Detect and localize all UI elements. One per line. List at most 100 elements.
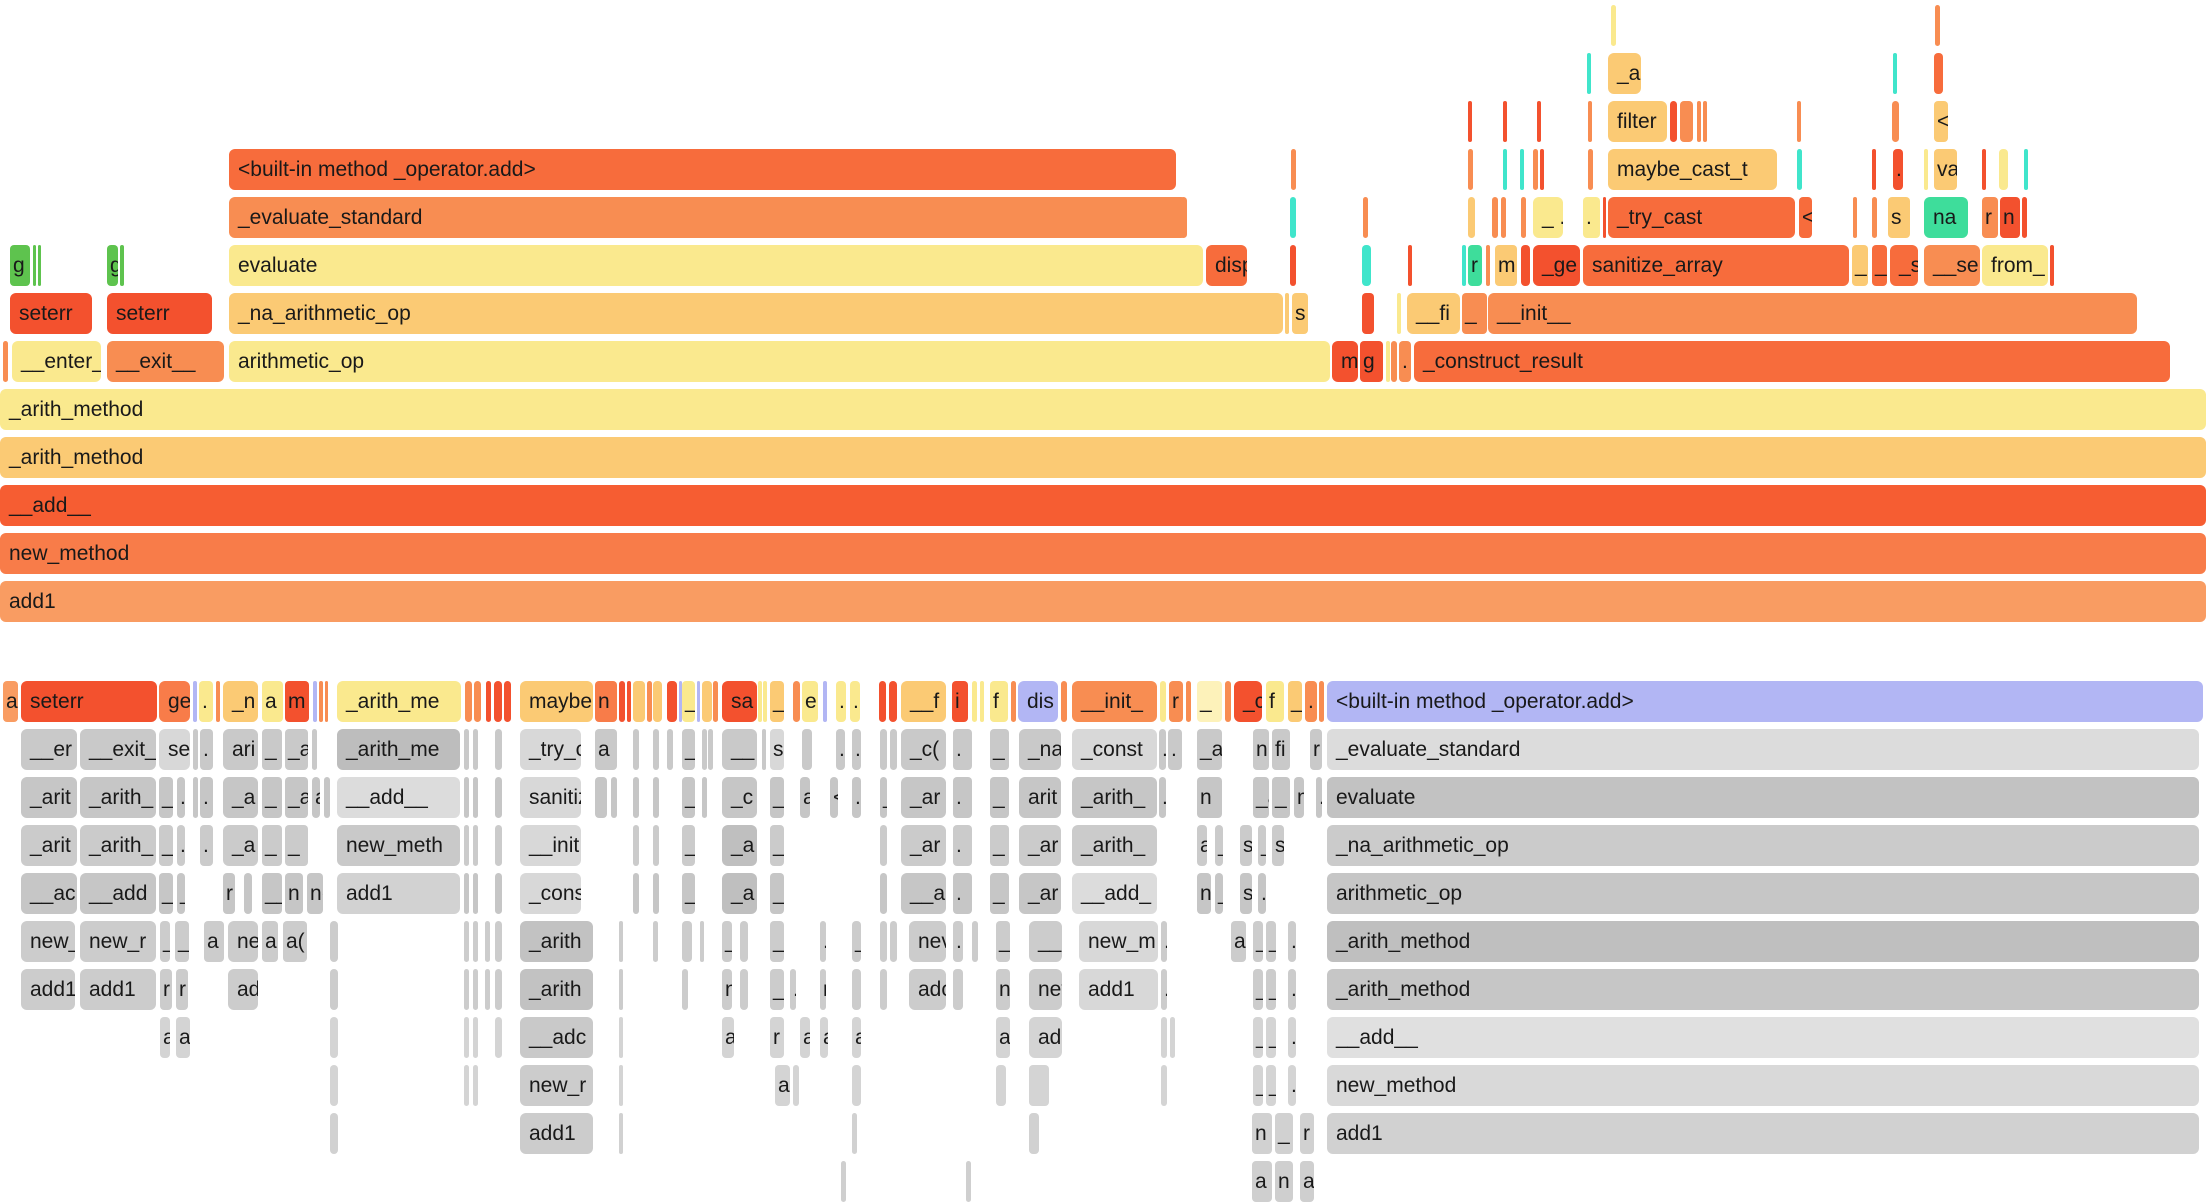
frame-sliver[interactable] <box>633 873 639 914</box>
frame-sliver[interactable] <box>473 729 478 770</box>
frame-r[interactable]: r <box>160 969 172 1010</box>
frame-[interactable]: . <box>953 873 972 914</box>
frame-sliver[interactable] <box>1468 149 1473 190</box>
frame-sliver[interactable] <box>1797 149 1802 190</box>
frame-sliver[interactable] <box>702 729 707 770</box>
frame-[interactable]: . <box>1288 1017 1296 1058</box>
frame-sliver[interactable] <box>33 245 36 286</box>
frame-[interactable]: . <box>1399 341 1411 382</box>
frame-m[interactable]: m <box>1294 777 1304 818</box>
frame-add1[interactable]: add1 <box>520 1113 593 1154</box>
frame-sliver[interactable] <box>1386 341 1390 382</box>
frame-[interactable]: . <box>1288 921 1296 962</box>
frame-sliver[interactable] <box>1521 245 1530 286</box>
frame-_ge[interactable]: _ge <box>1533 245 1580 286</box>
frame-_[interactable]: _ <box>770 921 784 962</box>
frame-_[interactable]: _ <box>1266 969 1276 1010</box>
frame-[interactable]: . <box>953 921 963 962</box>
frame-sliver[interactable] <box>1391 341 1397 382</box>
frame-_[interactable]: _ <box>159 825 173 866</box>
frame-sliver[interactable] <box>1290 197 1296 238</box>
frame-sliver[interactable] <box>1170 1017 1175 1058</box>
frame-add1[interactable]: add1 <box>1079 969 1158 1010</box>
frame-sliver[interactable] <box>473 1017 478 1058</box>
frame-sliver[interactable] <box>324 777 330 818</box>
frame-sliver[interactable] <box>464 1017 469 1058</box>
frame-_[interactable]: _ <box>770 777 784 818</box>
frame-_[interactable]: _ <box>1266 1065 1276 1106</box>
frame-sliver[interactable] <box>1397 293 1401 334</box>
frame-r[interactable]: r <box>1300 1113 1314 1154</box>
frame-[interactable]: < <box>830 777 838 818</box>
frame-a[interactable]: a <box>160 1017 170 1058</box>
frame-r[interactable]: r <box>1310 729 1322 770</box>
frame-sliver[interactable] <box>495 729 502 770</box>
frame-sliver[interactable] <box>1186 681 1191 722</box>
frame-[interactable]: . <box>953 825 972 866</box>
frame-n[interactable]: n <box>1252 1113 1272 1154</box>
frame-sa[interactable]: sa <box>722 681 757 722</box>
frame-sliver[interactable] <box>841 1161 846 1202</box>
frame-r[interactable]: r <box>820 969 826 1010</box>
frame-[interactable]: . <box>1288 969 1296 1010</box>
frame-ad[interactable]: ad <box>722 1017 734 1058</box>
frame-__add[interactable]: __add <box>80 873 156 914</box>
frame-sliver[interactable] <box>330 969 338 1010</box>
frame-_n[interactable]: _n <box>223 681 258 722</box>
frame-_[interactable]: _ <box>1253 969 1263 1010</box>
frame-[interactable]: . <box>850 681 860 722</box>
frame-_a[interactable]: _a <box>722 873 757 914</box>
frame-g[interactable]: g <box>1360 341 1383 382</box>
frame-sliver[interactable] <box>1892 101 1899 142</box>
frame-_arit[interactable]: _arit <box>21 825 77 866</box>
frame-sliver[interactable] <box>1697 101 1701 142</box>
frame-sliver[interactable] <box>1853 197 1857 238</box>
frame-[interactable]: . <box>200 777 213 818</box>
frame-_[interactable]: _ <box>770 681 784 722</box>
frame-_[interactable]: _ <box>682 825 695 866</box>
frame-arithmetic_op[interactable]: arithmetic_op <box>229 341 1330 382</box>
frame-r[interactable]: r <box>1169 681 1183 722</box>
frame-sliver[interactable] <box>1029 1065 1049 1106</box>
frame-[interactable]: . <box>200 729 213 770</box>
frame-f[interactable]: f <box>1266 681 1284 722</box>
frame-sliver[interactable] <box>852 969 861 1010</box>
frame-sliver[interactable] <box>852 1113 857 1154</box>
frame-_[interactable]: _ <box>262 729 282 770</box>
frame-add1[interactable]: add1 <box>0 581 2206 622</box>
frame-new_m[interactable]: new_m <box>1079 921 1158 962</box>
frame-_[interactable]: _ . <box>1533 197 1563 238</box>
frame-_[interactable]: _ <box>1272 777 1290 818</box>
frame-sliver[interactable] <box>473 1065 478 1106</box>
frame-sliver[interactable] <box>38 245 41 286</box>
frame-sliver[interactable] <box>996 1065 1006 1106</box>
frame-sliver[interactable] <box>1588 149 1593 190</box>
frame-_a[interactable]: _a <box>1197 729 1222 770</box>
frame-_[interactable]: _ <box>770 969 784 1010</box>
frame-[interactable]: . <box>1159 729 1166 770</box>
frame-sliver[interactable] <box>312 729 317 770</box>
frame-m[interactable]: m <box>1332 341 1358 382</box>
frame-_na[interactable]: _na <box>1019 729 1061 770</box>
frame-filter[interactable]: filter <box>1608 101 1667 142</box>
frame-__init_[interactable]: __init_ <box>1072 681 1157 722</box>
frame-sliver[interactable] <box>495 873 502 914</box>
frame-add1[interactable]: add1 <box>1327 1113 2199 1154</box>
frame-__add__[interactable]: __add__ <box>0 485 2206 526</box>
frame-sliver[interactable] <box>485 969 490 1010</box>
frame-__exit__[interactable]: __exit__ <box>107 341 224 382</box>
frame-n[interactable]: n( <box>1197 873 1211 914</box>
frame-_arith_method[interactable]: _arith_method <box>0 437 2206 478</box>
frame-sliver[interactable] <box>653 921 658 962</box>
frame-sliver[interactable] <box>464 921 469 962</box>
frame-sliver[interactable] <box>495 921 502 962</box>
frame-sliver[interactable] <box>1797 101 1801 142</box>
frame-_c[interactable]: _c <box>1234 681 1262 722</box>
frame-sliver[interactable] <box>1893 53 1897 94</box>
frame-__[interactable]: __ <box>722 729 757 770</box>
frame-sliver[interactable] <box>682 921 692 962</box>
frame-[interactable]: . <box>1893 149 1903 190</box>
frame-g[interactable]: g <box>10 245 30 286</box>
frame-sliver[interactable] <box>1225 681 1231 722</box>
frame-__[interactable]: __ <box>262 873 282 914</box>
